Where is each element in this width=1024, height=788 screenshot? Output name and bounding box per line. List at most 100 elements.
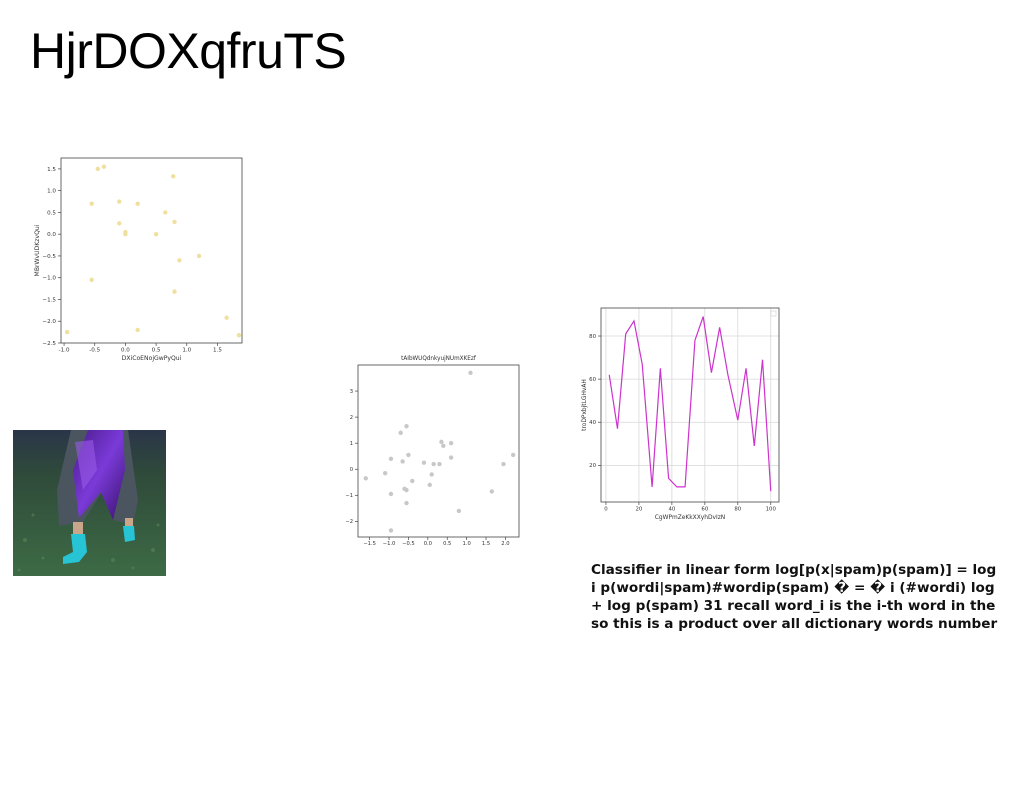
data-point [64,329,70,335]
data-point [89,201,94,206]
data-point [236,332,242,338]
y-tick-label: 0.0 [47,232,56,238]
data-point [489,489,495,494]
y-tick-label: 0 [350,467,353,473]
data-point [421,460,427,465]
data-point [510,452,516,458]
x-tick-label: 0.0 [121,348,130,354]
legend-box [770,310,777,317]
x-tick-label: −0.5 [402,541,415,547]
y-tick-label: −2.0 [42,319,56,325]
plot-frame [60,157,243,344]
line-chart: 0 20 40 60 80 100 20 40 60 80 CgWPmZeKkXXyhDvIzN tr… [582,307,780,521]
x-tick-label: 1.0 [182,348,191,354]
x-tick-label: 0.5 [443,541,451,547]
data-point [431,461,436,467]
series-line [608,316,772,492]
scatter-chart-1: -1.0 -0.5 0.0 0.5 1.0 1.5 1.5 1.0 0.5 0.0 −0.5 −1.0… [34,157,243,362]
x-tick-label: −1.5 [363,541,376,547]
data-point [123,231,128,237]
data-point [441,443,446,448]
data-point [163,210,168,215]
data-point [135,201,140,206]
data-point [382,470,388,476]
data-point [448,455,454,460]
y-tick-label: −1.0 [42,276,56,282]
data-point [117,221,122,226]
data-point [172,289,177,294]
y-tick-label: −1 [345,493,353,499]
data-point [196,253,202,259]
x-tick-label: 100 [766,506,777,512]
x-tick-label: 1.5 [213,348,222,354]
data-point [172,219,177,225]
x-axis-label: DXiCoENojGwPyQui [122,355,182,362]
x-tick-label: 40 [668,506,675,512]
data-point [363,476,368,481]
data-point [456,508,462,514]
y-tick-label: −0.5 [42,254,56,260]
plot-frame [357,364,520,538]
x-tick-label: 0.5 [152,348,161,354]
data-point [400,459,405,464]
x-tick-label: 0.0 [424,541,432,547]
plot-frame [600,307,780,503]
data-point [135,327,140,333]
y-tick-label: −1.5 [42,297,56,303]
y-tick-label: 40 [589,420,596,426]
y-tick-label: −2.5 [42,341,56,347]
data-point [501,461,506,467]
data-point [117,199,122,204]
data-point [427,482,432,488]
y-tick-label: 20 [589,463,596,469]
body-line: Classifier in linear form log[p(x|spam)p… [591,562,997,578]
data-point [468,370,473,376]
y-axis-label: MBrWvUDKzvQui [34,224,41,276]
x-tick-label: 0 [604,506,608,512]
data-point [404,500,409,506]
data-point [171,174,176,179]
y-tick-label: 1.0 [47,189,56,195]
y-axis-label: troDPxbjtLGHvAH [582,379,588,431]
data-point [388,456,394,462]
photo-image [13,430,166,576]
body-text: Classifier in linear form log[p(x|spam)p… [591,561,1023,633]
data-point [89,277,94,283]
x-tick-label: 20 [635,506,642,512]
y-tick-label: 0.5 [47,210,56,216]
body-line: so this is a product over all dictionary… [591,616,998,632]
x-tick-label: 1.5 [482,541,490,547]
data-point [398,430,403,435]
x-axis-label: CgWPmZeKkXXyhDvIzN [655,515,725,521]
x-tick-label: 60 [701,506,708,512]
y-tick-label: 3 [350,389,353,395]
scatter-chart-2: −1.5 −1.0 −0.5 0.0 0.5 1.0 1.5 2.0 3 2 1 0 −1 −2 tAIbW… [345,356,520,547]
data-point [153,231,159,237]
data-point [95,166,101,172]
data-point [177,258,182,263]
data-point [388,528,394,533]
data-point [448,440,454,446]
data-point [101,164,107,169]
x-tick-label: -1.0 [59,348,70,354]
data-point [224,315,229,320]
y-tick-label: 60 [589,377,596,383]
data-point [406,452,411,458]
data-point [439,439,444,445]
body-line: i p(wordi|spam)#wordip(spam) � = � i (#w… [591,580,995,596]
slide-title: HjrDOXqfruTS [30,23,347,79]
data-point [404,487,409,493]
x-tick-label: 1.0 [463,541,471,547]
data-point [388,491,394,497]
y-tick-label: 80 [589,334,596,340]
y-tick-label: 2 [350,415,353,421]
data-point [410,478,415,484]
body-line: + log p(spam) 31 recall word_i is the i-… [591,598,996,614]
x-tick-label: 80 [734,506,741,512]
y-tick-label: 1.5 [47,167,56,173]
y-tick-label: −2 [345,519,353,525]
x-tick-label: 2.0 [501,541,509,547]
photo-legs-icon [13,430,166,576]
x-tick-label: −1.0 [383,541,396,547]
data-point [429,472,434,477]
